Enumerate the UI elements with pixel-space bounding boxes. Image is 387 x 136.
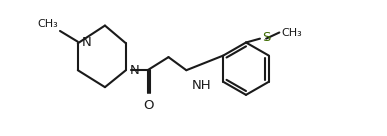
Text: N: N <box>82 36 91 49</box>
Text: O: O <box>143 99 154 112</box>
Text: NH: NH <box>192 79 211 92</box>
Text: CH₃: CH₃ <box>281 28 301 38</box>
Text: CH₃: CH₃ <box>37 19 58 29</box>
Text: S: S <box>262 31 271 44</box>
Text: N: N <box>130 64 139 77</box>
